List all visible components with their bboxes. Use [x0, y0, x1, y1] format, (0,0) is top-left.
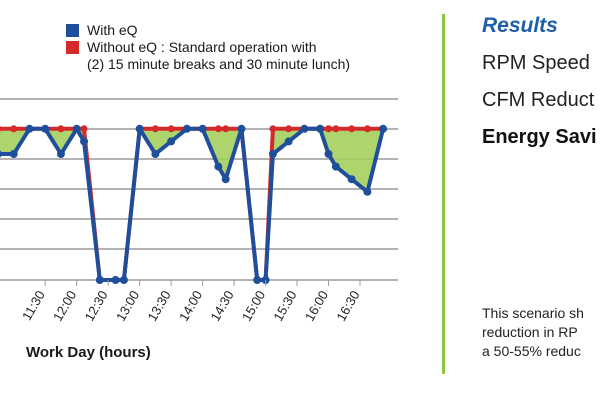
data-point-with-eq [95, 276, 104, 284]
data-point-without-eq [363, 125, 371, 133]
data-point-without-eq [325, 125, 333, 133]
data-point-with-eq [0, 150, 2, 158]
x-tick-label: 15:30 [270, 288, 299, 324]
x-tick-label: 16:00 [302, 288, 331, 324]
data-point-without-eq [151, 125, 159, 133]
savings-area [320, 128, 384, 192]
data-point-with-eq [363, 187, 372, 196]
legend: With eQ Without eQ : Standard operation … [66, 22, 350, 73]
results-title: Results [482, 14, 558, 37]
results-item-energy: Energy Savi [482, 126, 597, 148]
data-point-without-eq [285, 125, 293, 133]
legend-swatch-with-eq [66, 24, 79, 37]
data-point-without-eq [167, 125, 175, 133]
legend-item-with-eq: With eQ [66, 22, 350, 39]
data-point-with-eq [316, 124, 325, 133]
data-point-with-eq [347, 175, 356, 184]
data-point-with-eq [135, 124, 144, 133]
legend-item-without-eq: Without eQ : Standard operation with (2)… [66, 39, 350, 73]
data-point-with-eq [253, 276, 262, 284]
results-panel: Results RPM Speed CFM Reduct Energy Savi [482, 14, 600, 149]
results-item-rpm: RPM Speed [482, 52, 590, 74]
data-point-with-eq [111, 276, 120, 284]
data-point-without-eq [214, 125, 222, 133]
scenario-text: This scenario sh reduction in RP a 50-55… [482, 304, 600, 361]
data-point-without-eq [57, 125, 65, 133]
scenario-line: This scenario sh [482, 305, 584, 321]
x-tick-label: 13:30 [144, 288, 173, 324]
x-axis-label: Work Day (hours) [26, 344, 151, 361]
data-point-with-eq [80, 137, 89, 146]
data-point-without-eq [10, 125, 18, 133]
data-point-with-eq [324, 150, 333, 158]
savings-area [0, 128, 30, 154]
x-tick-label: 14:30 [207, 288, 236, 324]
data-point-with-eq [182, 124, 191, 133]
savings-area [202, 128, 242, 180]
data-point-with-eq [56, 150, 65, 158]
chart-area: 11:30 12:00 12:30 13:00 13:30 14:00 14:30 15:00… [0, 22, 398, 361]
data-point-with-eq [268, 150, 277, 158]
x-tick-label: 16:30 [333, 288, 362, 324]
savings-area [45, 128, 77, 154]
x-tick-label: 14:00 [176, 288, 205, 324]
data-point-with-eq [72, 124, 81, 133]
data-point-with-eq [214, 162, 223, 171]
legend-label-without-eq: Without eQ : Standard operation with (2)… [87, 39, 351, 72]
data-point-with-eq [300, 124, 309, 133]
data-point-with-eq [41, 124, 50, 133]
data-point-with-eq [221, 175, 230, 184]
x-tick-label: 15:00 [239, 288, 268, 324]
data-point-with-eq [119, 276, 128, 284]
data-point-with-eq [379, 124, 388, 133]
data-point-without-eq [348, 125, 356, 133]
data-point-with-eq [25, 124, 34, 133]
data-point-with-eq [331, 162, 340, 171]
data-point-without-eq [222, 125, 230, 133]
results-item-cfm: CFM Reduct [482, 89, 595, 111]
data-point-without-eq [0, 125, 2, 132]
legend-swatch-without-eq [66, 41, 79, 54]
data-point-without-eq [332, 125, 340, 133]
data-point-with-eq [198, 124, 207, 133]
data-point-with-eq [167, 137, 176, 146]
scenario-line: a 50-55% reduc [482, 343, 581, 359]
x-tick-label: 13:00 [113, 288, 142, 324]
x-tick-label: 11:30 [19, 288, 48, 323]
data-point-with-eq [9, 150, 18, 158]
x-tick-label: 12:30 [82, 288, 111, 324]
x-tick-label: 12:00 [50, 288, 79, 324]
scenario-line: reduction in RP [482, 324, 578, 340]
legend-label-with-eq: With eQ [87, 22, 138, 38]
divider-line [442, 14, 445, 374]
data-point-with-eq [284, 137, 293, 146]
line-chart: 11:30 12:00 12:30 13:00 13:30 14:00 14:30 15:00… [0, 98, 398, 324]
data-point-with-eq [151, 150, 160, 158]
data-point-with-eq [237, 124, 246, 133]
data-point-without-eq [80, 125, 88, 133]
data-point-without-eq [269, 125, 277, 133]
